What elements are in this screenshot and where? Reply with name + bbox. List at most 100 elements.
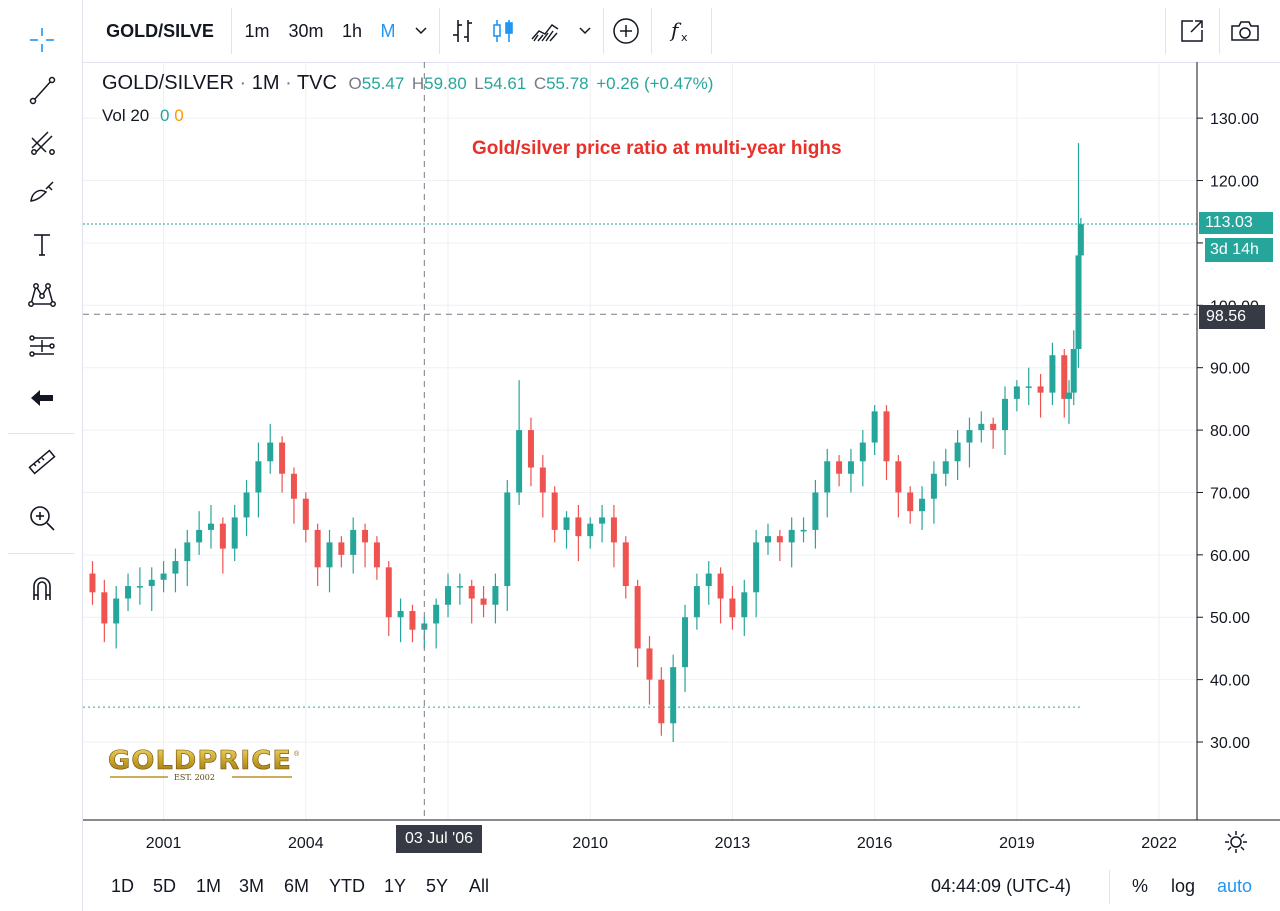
- candle-body: [504, 492, 511, 587]
- range-3m[interactable]: 3M: [239, 876, 265, 896]
- range-ytd[interactable]: YTD: [329, 876, 365, 896]
- svg-text:EST. 2002: EST. 2002: [174, 773, 215, 782]
- text-tool-icon[interactable]: [20, 224, 64, 264]
- drawing-toolbar: [0, 0, 83, 911]
- candle-body: [575, 517, 582, 537]
- last-price-tag: 113.03: [1199, 212, 1273, 234]
- chart-annotation[interactable]: Gold/silver price ratio at multi-year hi…: [472, 138, 842, 159]
- candle-body: [942, 461, 949, 474]
- candle-body: [859, 442, 866, 462]
- crosshair-icon[interactable]: [20, 20, 64, 60]
- candle-body: [670, 667, 677, 724]
- chevron-down-icon[interactable]: [407, 0, 435, 62]
- interval-30m[interactable]: 30m: [288, 20, 324, 41]
- brush-icon[interactable]: [20, 172, 64, 212]
- arrow-left-icon[interactable]: [20, 378, 64, 418]
- chevron-down-icon[interactable]: [571, 0, 599, 62]
- candle-body: [373, 542, 380, 568]
- candle-body: [729, 598, 736, 618]
- price-axis: 30.0040.0050.0060.0070.0080.0090.00100.0…: [1196, 62, 1259, 820]
- volume-value-up: 0: [160, 106, 170, 125]
- area-chart-icon[interactable]: [525, 0, 565, 62]
- volume-label[interactable]: Vol 20: [102, 106, 150, 125]
- clock-time[interactable]: 04:44:09 (UTC-4): [931, 876, 1072, 896]
- candle-body: [160, 573, 167, 580]
- candle-body: [136, 586, 143, 588]
- x-tick-label: 2001: [146, 835, 182, 852]
- legend-symbol[interactable]: GOLD/SILVER: [102, 72, 234, 94]
- legend-interval: 1M: [251, 72, 280, 94]
- legend-high-value: 59.80: [424, 74, 467, 93]
- bar-chart-icon[interactable]: [445, 0, 481, 62]
- candle-body: [954, 442, 961, 462]
- candle-body: [279, 442, 286, 474]
- candle-body: [978, 423, 985, 431]
- legend-open-value: 55.47: [361, 74, 405, 93]
- candle-body: [468, 586, 475, 599]
- camera-icon[interactable]: [1225, 0, 1265, 62]
- candle-body: [539, 467, 546, 493]
- pattern-icon[interactable]: [20, 274, 64, 314]
- log-scale-toggle[interactable]: log: [1171, 876, 1196, 896]
- range-6m[interactable]: 6M: [284, 876, 310, 896]
- interval-1h[interactable]: 1h: [341, 20, 363, 41]
- candle-body: [326, 542, 333, 568]
- candle-body: [302, 498, 309, 530]
- fullscreen-icon[interactable]: [1173, 0, 1211, 62]
- candle-body: [89, 573, 96, 593]
- candle-body: [492, 586, 499, 605]
- legend-high-label: H: [411, 74, 425, 93]
- chart-legend: GOLD/SILVER · 1M · TVC O55.47 H59.80 L54…: [102, 72, 713, 95]
- candle-body: [207, 523, 214, 530]
- compare-add-icon[interactable]: [607, 0, 645, 62]
- candle-body: [1013, 386, 1020, 399]
- range-5y[interactable]: 5Y: [426, 876, 449, 896]
- candle-body: [622, 542, 629, 587]
- interval-1m[interactable]: 1m: [244, 20, 270, 41]
- range-all[interactable]: All: [469, 876, 490, 896]
- candle-body: [350, 529, 357, 555]
- crosshair-date-tag: 03 Jul '06: [396, 825, 482, 853]
- candle-body: [125, 586, 132, 599]
- x-tick-label: 2019: [999, 835, 1035, 852]
- percent-scale-toggle[interactable]: %: [1132, 876, 1149, 896]
- candle-body: [776, 536, 783, 543]
- x-tick-label: 2010: [572, 835, 608, 852]
- legend-dot: ·: [285, 72, 292, 94]
- candles-icon[interactable]: [485, 0, 521, 62]
- zoom-in-icon[interactable]: [20, 498, 64, 538]
- legend-dot: ·: [239, 72, 247, 94]
- candle-body: [753, 542, 760, 593]
- bar-countdown-tag: 3d 14h: [1205, 238, 1273, 262]
- candle-body: [1061, 355, 1068, 399]
- candle-body: [1037, 386, 1044, 393]
- candle-body: [172, 561, 179, 574]
- y-tick-label: 50.00: [1210, 610, 1250, 627]
- price-chart[interactable]: 30.0040.0050.0060.0070.0080.0090.00100.0…: [83, 62, 1280, 862]
- magnet-icon[interactable]: [20, 568, 64, 608]
- candle-body: [480, 598, 487, 605]
- candle-body: [184, 542, 191, 562]
- candle-body: [907, 492, 914, 512]
- ruler-icon[interactable]: [20, 442, 64, 482]
- symbol-search[interactable]: GOLD/SILVE: [106, 20, 214, 41]
- candle-body: [1075, 255, 1082, 349]
- auto-scale-toggle[interactable]: auto: [1217, 876, 1253, 896]
- range-1d[interactable]: 1D: [111, 876, 135, 896]
- candle-body: [314, 529, 321, 568]
- candle-body: [255, 461, 262, 493]
- candle-body: [812, 492, 819, 530]
- range-5d[interactable]: 5D: [153, 876, 177, 896]
- candle-body: [919, 498, 926, 512]
- settings-gear-icon[interactable]: [1222, 828, 1250, 856]
- volume-value-ma: 0: [174, 106, 184, 125]
- volume-legend: Vol 20 0 0: [102, 106, 184, 126]
- y-tick-label: 60.00: [1210, 548, 1250, 565]
- range-1m[interactable]: 1M: [196, 876, 222, 896]
- pitchfork-icon[interactable]: [20, 122, 64, 162]
- interval-monthly[interactable]: M: [380, 20, 396, 41]
- range-1y[interactable]: 1Y: [384, 876, 407, 896]
- prediction-icon[interactable]: [20, 326, 64, 366]
- trend-line-icon[interactable]: [20, 70, 64, 110]
